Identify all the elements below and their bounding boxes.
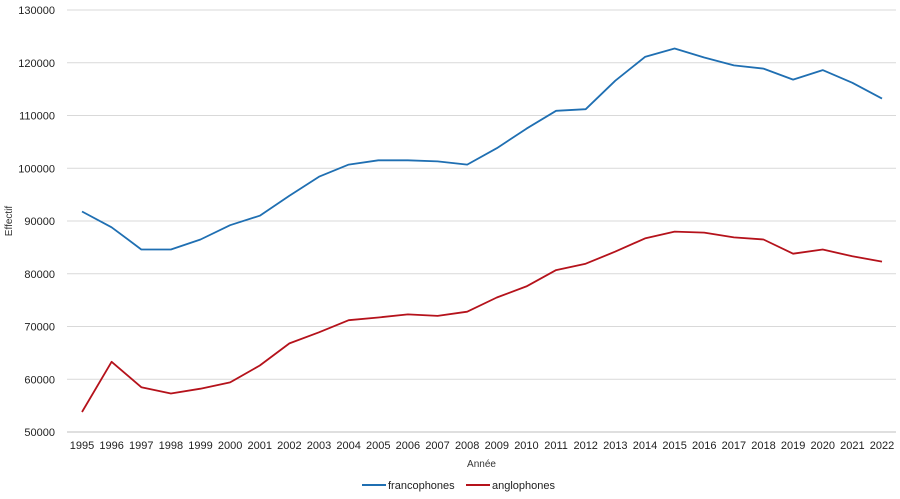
x-tick-label: 2021 (840, 440, 864, 452)
x-tick-label: 2016 (692, 440, 716, 452)
x-axis-ticks: 1995 1996 1997 1998 1999 2000 2001 2002 2003 2004… (70, 440, 894, 452)
x-tick-label: 2017 (722, 440, 746, 452)
x-tick-label: 2008 (455, 440, 479, 452)
legend-label-francophones: francophones (388, 480, 455, 492)
x-tick-label: 1999 (188, 440, 212, 452)
legend-label-anglophones: anglophones (492, 480, 556, 492)
y-axis-label: Effectif (4, 206, 15, 237)
y-tick-label: 130000 (18, 5, 55, 17)
series-lines (81, 47, 883, 413)
x-tick-label: 2018 (751, 440, 775, 452)
x-tick-label: 2014 (633, 440, 657, 452)
y-tick-label: 120000 (18, 58, 55, 70)
y-tick-label: 50000 (24, 427, 55, 439)
x-tick-label: 2019 (781, 440, 805, 452)
x-tick-label: 2012 (573, 440, 597, 452)
x-tick-label: 2015 (662, 440, 686, 452)
y-tick-label: 70000 (24, 322, 55, 334)
x-tick-label: 2001 (248, 440, 272, 452)
y-tick-label: 110000 (19, 111, 55, 123)
x-tick-label: 2009 (485, 440, 509, 452)
x-axis-label: Année (467, 459, 496, 470)
y-tick-label: 60000 (24, 374, 55, 386)
x-tick-label: 2005 (366, 440, 390, 452)
y-tick-label: 100000 (18, 163, 55, 175)
series-line-francophones (81, 47, 883, 251)
x-tick-label: 2002 (277, 440, 301, 452)
x-tick-label: 2006 (396, 440, 420, 452)
y-tick-label: 90000 (24, 216, 55, 228)
y-tick-label: 80000 (24, 269, 55, 281)
x-tick-label: 2022 (870, 440, 894, 452)
x-tick-label: 2003 (307, 440, 331, 452)
x-tick-label: 2011 (544, 440, 568, 452)
x-tick-label: 1996 (99, 440, 123, 452)
x-tick-label: 1997 (129, 440, 153, 452)
legend: francophones anglophones (362, 480, 556, 492)
x-tick-label: 2013 (603, 440, 627, 452)
gridlines (67, 9, 896, 380)
series-line-anglophones (81, 230, 883, 413)
x-tick-label: 1998 (159, 440, 183, 452)
y-axis-ticks: 50000 60000 70000 80000 90000 100000 110000 120… (18, 5, 55, 439)
x-tick-label: 2004 (336, 440, 360, 452)
x-tick-label: 2020 (810, 440, 834, 452)
x-tick-label: 2000 (218, 440, 242, 452)
x-tick-label: 1995 (70, 440, 94, 452)
x-tick-label: 2010 (514, 440, 538, 452)
x-tick-label: 2007 (425, 440, 449, 452)
